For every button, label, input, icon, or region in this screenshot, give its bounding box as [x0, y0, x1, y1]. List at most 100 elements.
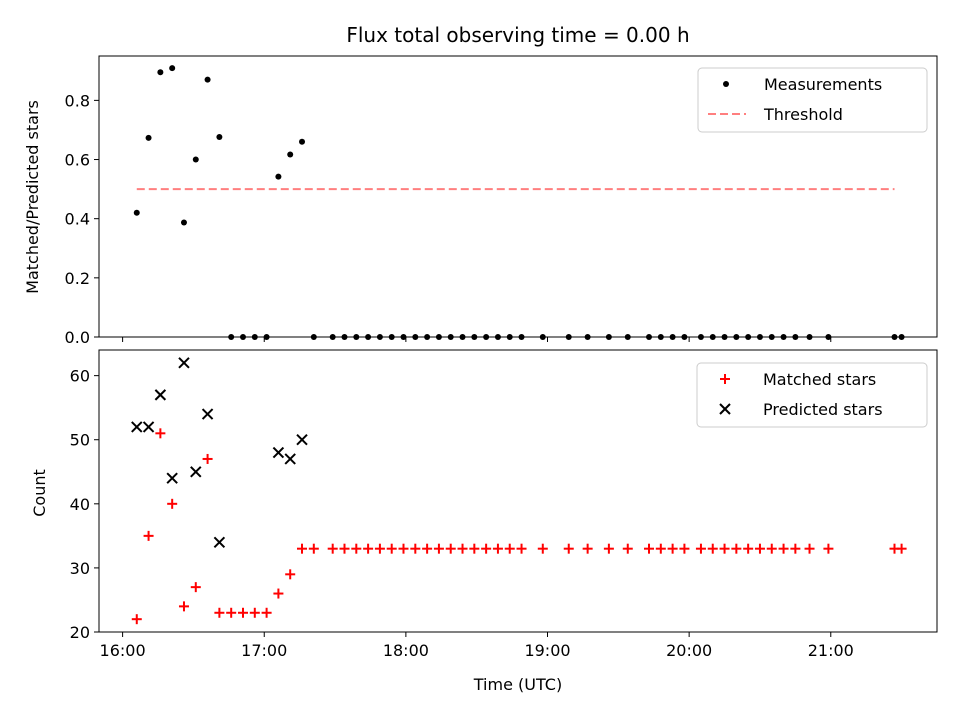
- y-tick-label: 0.0: [65, 328, 90, 347]
- data-point: [299, 138, 306, 145]
- data-point: [154, 389, 167, 401]
- data-point: [329, 334, 336, 340]
- data-point: [898, 334, 905, 340]
- data-point: [327, 543, 338, 554]
- data-point: [445, 543, 456, 554]
- bottom-panel: 20 30 40 50 60 16:00 17:00 18:00 19:00 20:00 21:00…: [70, 349, 938, 660]
- legend-swatch: [723, 81, 729, 87]
- data-point: [190, 582, 201, 593]
- series-matched-stars: [131, 428, 907, 625]
- data-point: [669, 334, 676, 340]
- data-point: [297, 543, 308, 554]
- data-point: [891, 334, 898, 340]
- data-point: [422, 543, 433, 554]
- data-point: [825, 334, 832, 340]
- top-y-axis-label: Matched/Predicted stars: [23, 100, 42, 294]
- data-point: [131, 421, 143, 433]
- data-point: [178, 601, 189, 612]
- data-point: [481, 543, 492, 554]
- data-point: [494, 334, 501, 340]
- y-tick-label: 0.8: [65, 91, 90, 110]
- data-point: [447, 334, 454, 340]
- data-point: [204, 76, 211, 83]
- y-tick-label: 60: [70, 367, 90, 386]
- data-point: [341, 334, 348, 340]
- data-point: [388, 334, 395, 340]
- data-point: [192, 156, 199, 163]
- data-point: [310, 334, 317, 340]
- data-point: [386, 543, 397, 554]
- bottom-y-axis-label: Count: [30, 469, 49, 517]
- x-axis-label: Time (UTC): [473, 675, 562, 694]
- data-point: [896, 543, 907, 554]
- data-point: [424, 334, 431, 340]
- data-point: [201, 408, 214, 420]
- data-point: [155, 428, 166, 439]
- data-point: [263, 334, 270, 340]
- x-tick-label: 17:00: [241, 641, 287, 660]
- legend-label: Threshold: [763, 105, 843, 124]
- data-point: [731, 543, 742, 554]
- data-point: [167, 498, 178, 509]
- chart-title: Flux total observing time = 0.00 h: [346, 23, 689, 47]
- data-point: [351, 543, 362, 554]
- data-point: [169, 65, 176, 72]
- data-point: [133, 209, 140, 216]
- legend-entry: Threshold: [708, 105, 843, 124]
- data-point: [707, 543, 718, 554]
- data-point: [603, 543, 614, 554]
- data-point: [376, 334, 383, 340]
- data-point: [166, 472, 178, 484]
- data-point: [228, 334, 235, 340]
- data-point: [213, 536, 226, 548]
- series-predicted-stars: [131, 357, 308, 548]
- x-tick-label: 21:00: [808, 641, 854, 660]
- data-point: [516, 543, 527, 554]
- data-point: [237, 607, 248, 618]
- data-point: [339, 543, 350, 554]
- data-point: [790, 543, 801, 554]
- data-point: [410, 543, 421, 554]
- data-point: [433, 543, 444, 554]
- data-point: [697, 334, 704, 340]
- data-point: [178, 357, 190, 369]
- data-point: [766, 543, 777, 554]
- legend-entry: Matched stars: [720, 370, 876, 389]
- data-point: [733, 334, 740, 340]
- data-point: [469, 543, 480, 554]
- y-tick-label: 30: [70, 559, 90, 578]
- data-point: [143, 530, 154, 541]
- data-point: [202, 453, 213, 464]
- data-point: [506, 334, 513, 340]
- data-point: [285, 569, 296, 580]
- data-point: [180, 219, 187, 226]
- data-point: [216, 134, 223, 141]
- data-point: [296, 434, 308, 446]
- legend-label: Measurements: [764, 75, 882, 94]
- data-point: [745, 334, 752, 340]
- data-point: [605, 334, 612, 340]
- data-point: [374, 543, 385, 554]
- data-point: [287, 151, 294, 158]
- data-point: [145, 134, 152, 141]
- data-point: [249, 607, 260, 618]
- data-point: [563, 543, 574, 554]
- data-point: [157, 69, 164, 76]
- data-point: [398, 543, 409, 554]
- data-point: [804, 543, 815, 554]
- data-point: [518, 334, 525, 340]
- y-tick-label: 0.2: [65, 269, 90, 288]
- data-point: [275, 173, 282, 180]
- data-point: [646, 334, 653, 340]
- data-point: [483, 334, 490, 340]
- data-point: [457, 543, 468, 554]
- data-point: [363, 543, 374, 554]
- data-point: [584, 334, 591, 340]
- x-tick-label: 20:00: [666, 641, 712, 660]
- data-point: [131, 614, 142, 625]
- data-point: [823, 543, 834, 554]
- legend-entry: Measurements: [723, 75, 882, 94]
- data-point: [261, 607, 272, 618]
- data-point: [459, 334, 466, 340]
- axes-frame: [98, 349, 938, 633]
